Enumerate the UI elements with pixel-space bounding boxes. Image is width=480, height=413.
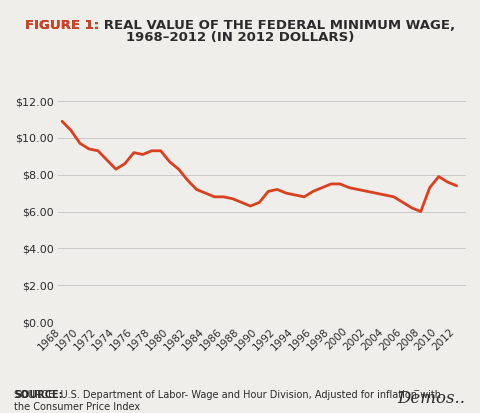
- Text: FIGURE 1:: FIGURE 1:: [25, 19, 99, 31]
- Text: Dēmos..: Dēmos..: [397, 390, 466, 407]
- Text: SOURCE:: SOURCE:: [14, 390, 63, 400]
- Text: 1968–2012 (IN 2012 DOLLARS): 1968–2012 (IN 2012 DOLLARS): [126, 31, 354, 44]
- Text: SOURCE: U.S. Department of Labor- Wage and Hour Division, Adjusted for inflation: SOURCE: U.S. Department of Labor- Wage a…: [14, 390, 442, 412]
- Text: FIGURE 1: REAL VALUE OF THE FEDERAL MINIMUM WAGE,: FIGURE 1: REAL VALUE OF THE FEDERAL MINI…: [25, 19, 455, 31]
